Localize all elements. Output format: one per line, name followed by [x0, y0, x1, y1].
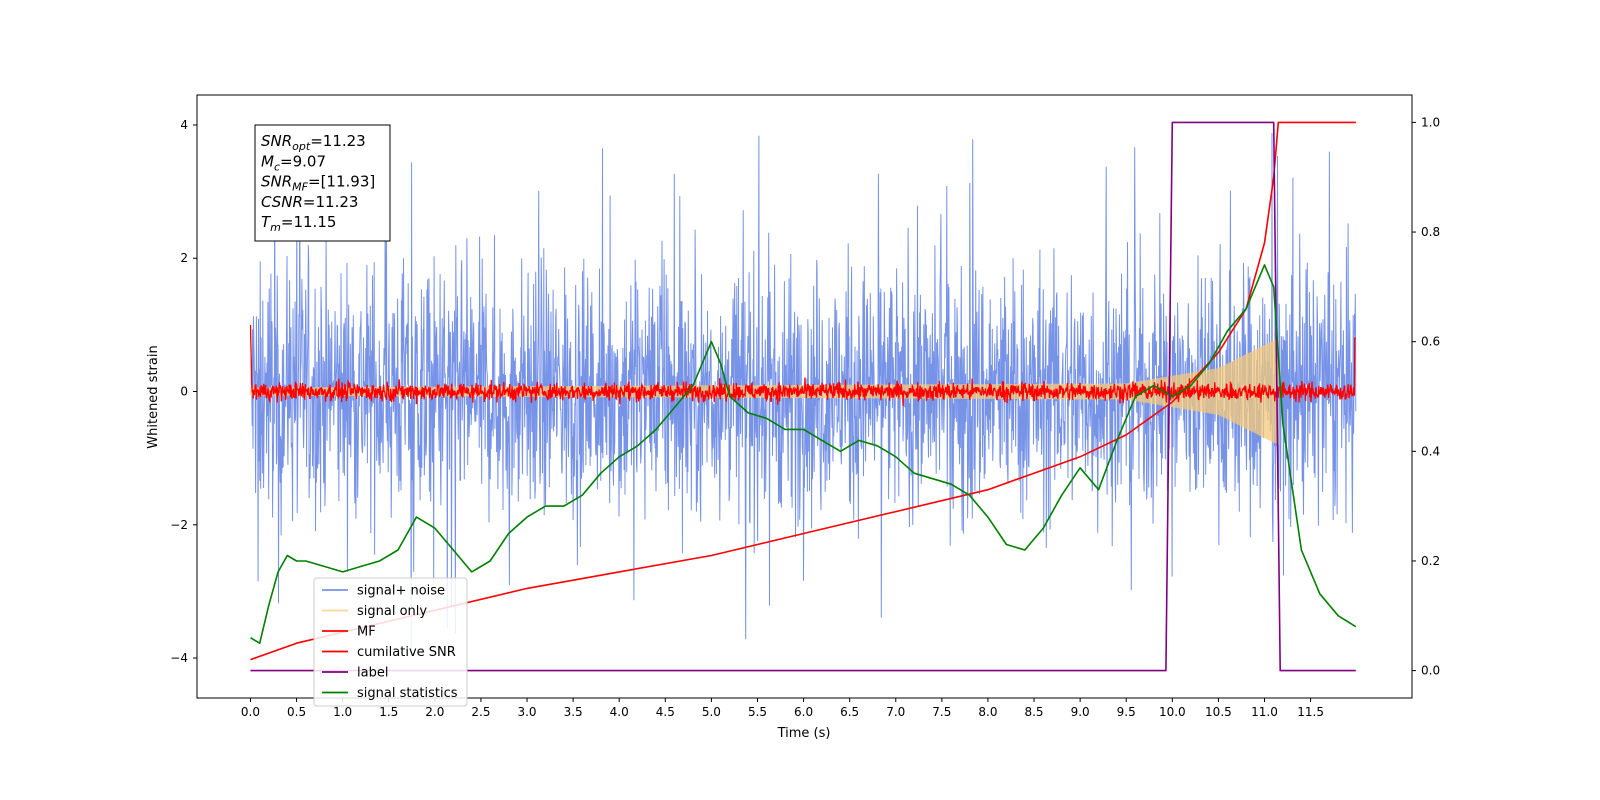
- y-tick-label: 2: [180, 251, 188, 265]
- x-tick-label: 5.0: [702, 705, 721, 719]
- annotation-line: Mc=9.07: [261, 152, 326, 173]
- x-tick-label: 6.0: [794, 705, 813, 719]
- legend-entry-label: signal statistics: [357, 686, 458, 701]
- x-tick-label: 1.5: [379, 705, 398, 719]
- legend-entry-label: label: [357, 666, 388, 681]
- y2-tick-label: 0.8: [1421, 225, 1440, 239]
- y-axis-label: Whitened strain: [146, 345, 161, 448]
- x-tick-label: 10.5: [1205, 705, 1232, 719]
- x-tick-label: 2.0: [425, 705, 444, 719]
- x-tick-label: 7.5: [932, 705, 951, 719]
- y-tick-label: −4: [170, 651, 188, 665]
- annotation-line: CSNR=11.23: [261, 193, 358, 211]
- annotation-box: SNRopt=11.23Mc=9.07SNRMF=[11.93]CSNR=11.…: [254, 124, 391, 242]
- y-tick-label: 4: [180, 118, 188, 132]
- legend-entry-label: MF: [357, 625, 376, 640]
- x-tick-label: 9.0: [1071, 705, 1090, 719]
- x-tick-label: 2.5: [471, 705, 490, 719]
- legend-entry-label: signal+ noise: [357, 584, 445, 599]
- legend: signal+ noise signal only MF cumilative SNR…: [313, 577, 468, 707]
- x-tick-label: 1.0: [333, 705, 352, 719]
- x-tick-label: 6.5: [840, 705, 859, 719]
- series-mf: [249, 324, 1356, 407]
- y2-tick-label: 0.0: [1421, 664, 1440, 678]
- x-axis-label: Time (s): [777, 726, 831, 741]
- series-label: [250, 121, 1356, 672]
- annotation-line: Tm=11.15: [261, 213, 336, 234]
- x-tick-label: 9.5: [1117, 705, 1136, 719]
- y2-tick-label: 0.4: [1421, 444, 1440, 458]
- x-tick-label: 4.5: [656, 705, 675, 719]
- x-tick-label: 5.5: [748, 705, 767, 719]
- y-tick-label: 0: [180, 385, 188, 399]
- y-tick-label: −2: [170, 518, 188, 532]
- legend-entry-label: cumilative SNR: [357, 645, 456, 660]
- x-tick-label: 0.0: [241, 705, 260, 719]
- x-tick-label: 11.0: [1251, 705, 1278, 719]
- x-tick-label: 3.0: [517, 705, 536, 719]
- annotation-line: SNRopt=11.23: [261, 132, 366, 153]
- x-tick-label: 7.0: [886, 705, 905, 719]
- y2-tick-label: 0.2: [1421, 554, 1440, 568]
- x-tick-label: 11.5: [1297, 705, 1324, 719]
- x-tick-label: 10.0: [1159, 705, 1186, 719]
- legend-entry-label: signal only: [357, 604, 427, 619]
- plot-frame: [196, 94, 1413, 699]
- y2-tick-label: 0.6: [1421, 335, 1440, 349]
- x-tick-label: 4.0: [610, 705, 629, 719]
- series-signal-statistics: [250, 264, 1357, 644]
- legend-frame: [313, 577, 468, 707]
- y-axis-right: 1.0 0.8 0.6 0.4 0.2 0.0: [1412, 115, 1440, 678]
- y-axis-left: 4 2 0 −2 −4: [170, 118, 197, 665]
- x-axis: 0.0 0.5 1.0 1.5 2.0 2.5 3.0 3.5 4.0 4.5 5.0 5.5 6.0 6…: [241, 698, 1324, 719]
- y2-tick-label: 1.0: [1421, 115, 1440, 129]
- annotation-line: SNRMF=[11.93]: [261, 173, 375, 194]
- x-tick-label: 0.5: [287, 705, 306, 719]
- x-tick-label: 3.5: [564, 705, 583, 719]
- x-tick-label: 8.5: [1024, 705, 1043, 719]
- x-tick-label: 8.0: [978, 705, 997, 719]
